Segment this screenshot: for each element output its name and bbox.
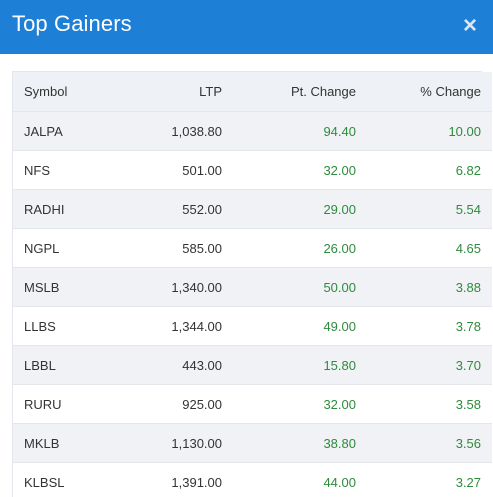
column-header-pct-change[interactable]: % Change: [356, 72, 492, 112]
ltp-cell: 1,038.80: [104, 111, 222, 151]
pt-change-cell: 32.00: [222, 150, 356, 190]
ltp-cell: 443.00: [104, 345, 222, 385]
symbol-cell: NGPL: [13, 228, 104, 268]
symbol-cell: MKLB: [13, 423, 104, 463]
column-header-ltp[interactable]: LTP: [104, 72, 222, 112]
pt-change-cell: 32.00: [222, 384, 356, 424]
table-header-row: Symbol LTP Pt. Change % Change: [13, 72, 492, 112]
modal-title: Top Gainers: [12, 11, 132, 36]
modal-header: Top Gainers ×: [0, 0, 493, 54]
table-row[interactable]: NGPL 585.00 26.00 4.65: [13, 228, 492, 268]
ltp-cell: 501.00: [104, 150, 222, 190]
close-icon[interactable]: ×: [462, 12, 477, 39]
pct-change-cell: 5.54: [356, 189, 492, 229]
ltp-cell: 1,130.00: [104, 423, 222, 463]
ltp-cell: 1,344.00: [104, 306, 222, 346]
symbol-cell: JALPA: [13, 111, 104, 151]
gainers-table-container: Symbol LTP Pt. Change % Change JALPA 1,03…: [12, 71, 492, 497]
pt-change-cell: 26.00: [222, 228, 356, 268]
pct-change-cell: 3.56: [356, 423, 492, 463]
symbol-cell: KLBSL: [13, 462, 104, 497]
ltp-cell: 552.00: [104, 189, 222, 229]
pt-change-cell: 38.80: [222, 423, 356, 463]
pct-change-cell: 4.65: [356, 228, 492, 268]
pt-change-cell: 15.80: [222, 345, 356, 385]
pct-change-cell: 3.78: [356, 306, 492, 346]
symbol-cell: LLBS: [13, 306, 104, 346]
table-row[interactable]: JALPA 1,038.80 94.40 10.00: [13, 111, 492, 151]
pt-change-cell: 94.40: [222, 111, 356, 151]
table-row[interactable]: RURU 925.00 32.00 3.58: [13, 384, 492, 424]
symbol-cell: NFS: [13, 150, 104, 190]
table-row[interactable]: MKLB 1,130.00 38.80 3.56: [13, 423, 492, 463]
ltp-cell: 1,391.00: [104, 462, 222, 497]
pt-change-cell: 49.00: [222, 306, 356, 346]
table-row[interactable]: RADHI 552.00 29.00 5.54: [13, 189, 492, 229]
pct-change-cell: 3.58: [356, 384, 492, 424]
pct-change-cell: 3.70: [356, 345, 492, 385]
pt-change-cell: 44.00: [222, 462, 356, 497]
pct-change-cell: 10.00: [356, 111, 492, 151]
pct-change-cell: 3.27: [356, 462, 492, 497]
ltp-cell: 585.00: [104, 228, 222, 268]
symbol-cell: RURU: [13, 384, 104, 424]
ltp-cell: 925.00: [104, 384, 222, 424]
table-row[interactable]: NFS 501.00 32.00 6.82: [13, 150, 492, 190]
table-row[interactable]: KLBSL 1,391.00 44.00 3.27: [13, 462, 492, 497]
gainers-table: Symbol LTP Pt. Change % Change JALPA 1,03…: [13, 72, 492, 497]
pct-change-cell: 6.82: [356, 150, 492, 190]
symbol-cell: MSLB: [13, 267, 104, 307]
pct-change-cell: 3.88: [356, 267, 492, 307]
column-header-pt-change[interactable]: Pt. Change: [222, 72, 356, 112]
table-row[interactable]: LLBS 1,344.00 49.00 3.78: [13, 306, 492, 346]
column-header-symbol[interactable]: Symbol: [13, 72, 104, 112]
ltp-cell: 1,340.00: [104, 267, 222, 307]
pt-change-cell: 50.00: [222, 267, 356, 307]
table-row[interactable]: LBBL 443.00 15.80 3.70: [13, 345, 492, 385]
symbol-cell: RADHI: [13, 189, 104, 229]
table-row[interactable]: MSLB 1,340.00 50.00 3.88: [13, 267, 492, 307]
pt-change-cell: 29.00: [222, 189, 356, 229]
symbol-cell: LBBL: [13, 345, 104, 385]
